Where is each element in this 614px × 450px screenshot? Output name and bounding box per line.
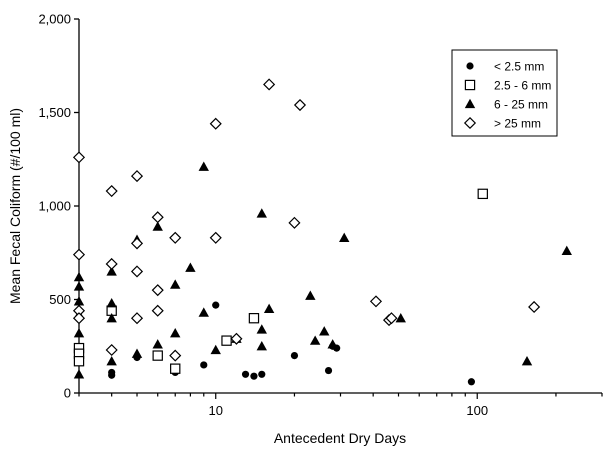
series-open-square [73, 188, 488, 374]
y-axis-title: Mean Fecal Coliform (#/100 ml) [7, 108, 23, 304]
data-point [369, 295, 383, 308]
data-point [152, 350, 163, 361]
data-point [169, 231, 182, 244]
data-point [221, 335, 232, 346]
data-point [258, 370, 266, 378]
data-point [170, 327, 181, 338]
data-point [256, 208, 267, 218]
data-point [288, 216, 301, 229]
data-point [130, 265, 144, 278]
data-point [106, 266, 117, 276]
data-point [73, 327, 85, 338]
data-point [521, 356, 533, 366]
legend-label: 6 - 25 mm [494, 98, 548, 112]
legend-marker [463, 116, 477, 130]
data-point [293, 98, 307, 112]
data-point [170, 279, 181, 289]
data-point [185, 262, 196, 272]
data-point [324, 366, 333, 375]
data-point [73, 271, 85, 282]
data-point [198, 307, 209, 317]
data-point [230, 332, 243, 345]
data-point [72, 248, 86, 261]
data-point [528, 300, 541, 314]
data-point [309, 335, 321, 345]
data-point [152, 339, 163, 349]
data-point [467, 378, 476, 386]
legend-label: > 25 mm [494, 117, 541, 131]
legend-marker [466, 62, 474, 70]
data-point [130, 237, 144, 250]
y-tick-label: 2,000 [38, 12, 71, 27]
x-tick-label: 10 [208, 403, 222, 418]
legend-label: 2.5 - 6 mm [494, 79, 551, 93]
data-point [209, 231, 222, 244]
data-point [105, 184, 118, 198]
data-point [73, 356, 85, 367]
data-point [151, 211, 164, 224]
data-point [73, 281, 85, 291]
legend-label: < 2.5 mm [494, 60, 544, 74]
data-point [209, 117, 222, 130]
data-point [256, 341, 267, 351]
data-point [108, 371, 116, 379]
data-point [131, 348, 143, 358]
data-point [72, 312, 86, 325]
data-point [327, 339, 338, 349]
data-point [319, 326, 330, 336]
data-point [477, 188, 488, 200]
data-point [256, 324, 267, 334]
data-point [263, 78, 276, 91]
x-tick-label: 100 [466, 403, 488, 418]
data-point [250, 372, 258, 380]
data-point [105, 257, 118, 271]
data-point [395, 313, 406, 323]
data-point [290, 352, 299, 360]
data-point [385, 312, 398, 325]
data-point [151, 284, 164, 297]
data-point [73, 296, 85, 306]
y-axis-ticks: 0 500 1,000 1,500 2,000 [38, 12, 79, 401]
data-point [210, 344, 221, 355]
data-point [200, 361, 208, 369]
data-point [106, 298, 117, 308]
data-point [130, 170, 144, 183]
x-axis-ticks: 10 100 [78, 393, 603, 418]
y-tick-label: 1,000 [38, 199, 71, 214]
series-open-diamond [72, 78, 541, 362]
data-point [105, 343, 118, 357]
y-tick-label: 1,500 [38, 105, 71, 120]
data-point [106, 313, 117, 323]
data-point [248, 313, 260, 324]
data-point [73, 369, 85, 379]
data-point [305, 290, 316, 300]
data-point [212, 301, 220, 309]
legend: < 2.5 mm 2.5 - 6 mm 6 - 25 mm > 25 mm [451, 49, 558, 137]
data-point [72, 151, 86, 164]
data-point [263, 303, 275, 314]
y-tick-label: 0 [64, 386, 71, 401]
data-point [152, 221, 163, 231]
legend-marker [464, 98, 476, 109]
data-point [339, 232, 350, 242]
data-point [198, 161, 209, 171]
data-point [561, 245, 572, 256]
data-point [169, 349, 182, 362]
y-tick-label: 500 [49, 292, 71, 307]
data-point [151, 304, 164, 317]
legend-marker [464, 79, 476, 91]
data-point [170, 363, 181, 374]
data-point [241, 370, 250, 378]
series-filled-circle [108, 301, 476, 386]
data-point [130, 312, 144, 325]
series-filled-triangle [73, 161, 572, 379]
data-point [106, 356, 117, 366]
data-points [72, 78, 572, 386]
x-axis-title: Antecedent Dry Days [274, 430, 406, 446]
